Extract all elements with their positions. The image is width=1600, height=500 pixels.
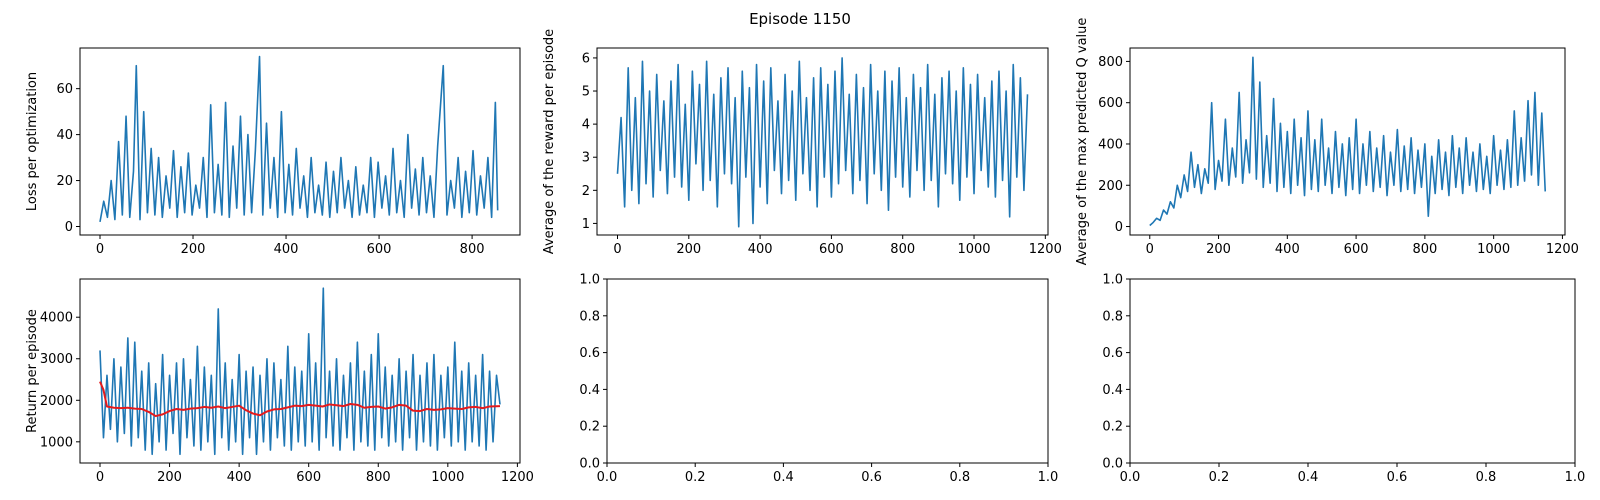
y-tick-label: 5 bbox=[582, 85, 590, 100]
y-tick-label: 0.8 bbox=[1102, 309, 1123, 324]
x-tick-label: 600 bbox=[296, 470, 321, 485]
y-tick-label: 0.0 bbox=[1102, 457, 1123, 472]
y-tick-label: 20 bbox=[56, 174, 73, 189]
y-tick-label: 3 bbox=[582, 151, 590, 166]
y-tick-label: 40 bbox=[56, 128, 73, 143]
x-tick-label: 0.6 bbox=[1387, 470, 1408, 485]
x-tick-label: 1200 bbox=[1029, 242, 1062, 257]
x-tick-label: 800 bbox=[890, 242, 915, 257]
x-tick-label: 0.6 bbox=[861, 470, 882, 485]
x-tick-label: 1200 bbox=[1546, 242, 1579, 257]
y-tick-label: 4 bbox=[582, 118, 590, 133]
x-tick-label: 0.4 bbox=[773, 470, 794, 485]
y-axis-label: Loss per optimization bbox=[25, 72, 40, 211]
y-tick-label: 2 bbox=[582, 184, 590, 199]
y-tick-label: 2000 bbox=[40, 394, 73, 409]
x-tick-label: 0.0 bbox=[1120, 470, 1141, 485]
x-tick-label: 200 bbox=[181, 242, 206, 257]
y-tick-label: 0.4 bbox=[579, 383, 600, 398]
y-tick-label: 4000 bbox=[40, 311, 73, 326]
y-tick-label: 0.0 bbox=[579, 457, 600, 472]
x-tick-label: 0.2 bbox=[1209, 470, 1230, 485]
x-tick-label: 200 bbox=[157, 470, 182, 485]
y-tick-label: 60 bbox=[56, 82, 73, 97]
x-tick-label: 600 bbox=[1344, 242, 1369, 257]
y-tick-label: 6 bbox=[582, 51, 590, 66]
x-tick-label: 1000 bbox=[957, 242, 990, 257]
x-tick-label: 0.8 bbox=[1476, 470, 1497, 485]
x-tick-label: 0 bbox=[96, 470, 104, 485]
y-tick-label: 200 bbox=[1098, 179, 1123, 194]
x-tick-label: 0 bbox=[1146, 242, 1154, 257]
y-tick-label: 0.8 bbox=[579, 309, 600, 324]
x-tick-label: 400 bbox=[227, 470, 252, 485]
x-tick-label: 600 bbox=[819, 242, 844, 257]
x-tick-label: 0.4 bbox=[1298, 470, 1319, 485]
x-tick-label: 800 bbox=[366, 470, 391, 485]
x-tick-label: 0 bbox=[613, 242, 621, 257]
x-tick-label: 1.0 bbox=[1565, 470, 1586, 485]
x-tick-label: 800 bbox=[460, 242, 485, 257]
x-tick-label: 0.8 bbox=[949, 470, 970, 485]
y-tick-label: 1000 bbox=[40, 435, 73, 450]
y-tick-label: 0 bbox=[1115, 220, 1123, 235]
y-tick-label: 0.2 bbox=[579, 420, 600, 435]
figure-title: Episode 1150 bbox=[749, 10, 851, 28]
x-tick-label: 1.0 bbox=[1038, 470, 1059, 485]
x-tick-label: 1200 bbox=[501, 470, 534, 485]
x-tick-label: 400 bbox=[274, 242, 299, 257]
x-tick-label: 800 bbox=[1412, 242, 1437, 257]
y-tick-label: 3000 bbox=[40, 352, 73, 367]
x-tick-label: 0.2 bbox=[685, 470, 706, 485]
y-tick-label: 0.2 bbox=[1102, 420, 1123, 435]
y-tick-label: 0.6 bbox=[579, 346, 600, 361]
y-tick-label: 1.0 bbox=[579, 273, 600, 288]
y-axis-label: Average of the max predicted Q value bbox=[1075, 18, 1090, 266]
x-tick-label: 600 bbox=[367, 242, 392, 257]
y-tick-label: 800 bbox=[1098, 55, 1123, 70]
x-tick-label: 1000 bbox=[431, 470, 464, 485]
y-tick-label: 0.4 bbox=[1102, 383, 1123, 398]
y-tick-label: 600 bbox=[1098, 96, 1123, 111]
y-tick-label: 0.6 bbox=[1102, 346, 1123, 361]
x-tick-label: 200 bbox=[1206, 242, 1231, 257]
x-tick-label: 200 bbox=[676, 242, 701, 257]
y-tick-label: 400 bbox=[1098, 137, 1123, 152]
y-axis-label: Average of the reward per episode bbox=[542, 29, 557, 254]
x-tick-label: 400 bbox=[748, 242, 773, 257]
x-tick-label: 0 bbox=[96, 242, 104, 257]
y-tick-label: 1.0 bbox=[1102, 273, 1123, 288]
y-axis-label: Return per episode bbox=[25, 309, 40, 433]
x-tick-label: 1000 bbox=[1477, 242, 1510, 257]
y-tick-label: 1 bbox=[582, 217, 590, 232]
x-tick-label: 0.0 bbox=[597, 470, 618, 485]
x-tick-label: 400 bbox=[1275, 242, 1300, 257]
y-tick-label: 0 bbox=[65, 220, 73, 235]
